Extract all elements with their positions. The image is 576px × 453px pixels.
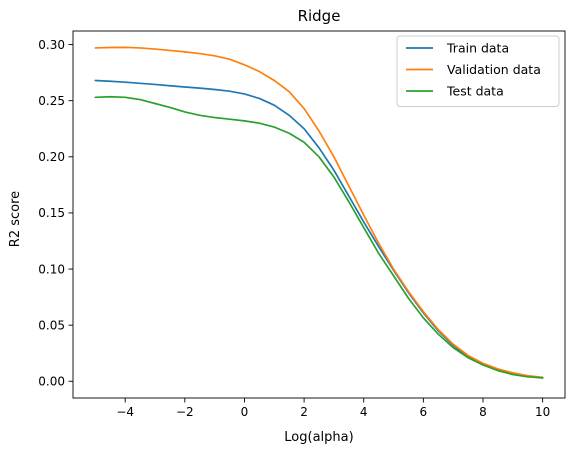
y-tick-label: 0.30 bbox=[38, 38, 65, 52]
x-axis-label: Log(alpha) bbox=[284, 430, 353, 445]
legend-label: Train data bbox=[446, 41, 509, 56]
legend-label: Validation data bbox=[447, 62, 541, 77]
x-tick-label: 6 bbox=[420, 405, 428, 419]
x-tick-label: −4 bbox=[116, 405, 134, 419]
y-tick-label: 0.20 bbox=[38, 150, 65, 164]
y-tick-label: 0.05 bbox=[38, 318, 65, 332]
series-line-3 bbox=[94, 95, 544, 379]
y-tick-label: 0.15 bbox=[38, 206, 65, 220]
legend: Train data Validation data Test data bbox=[396, 35, 560, 107]
x-tick-label: −2 bbox=[176, 405, 194, 419]
chart-title: Ridge bbox=[298, 7, 341, 25]
series-line-1 bbox=[94, 79, 544, 379]
x-tick-label: 8 bbox=[479, 405, 487, 419]
plot-area: −4 −2 0 2 4 6 8 10 0.00 0.05 0.10 0.15 0.20 0.25 0.30 T… bbox=[38, 30, 566, 419]
y-tick-label: 0.10 bbox=[38, 262, 65, 276]
series-line-2 bbox=[94, 46, 544, 379]
y-axis-label: R2 score bbox=[8, 191, 23, 247]
x-tick-label: 2 bbox=[300, 405, 308, 419]
plot-frame bbox=[72, 30, 566, 399]
y-tick-label: 0.00 bbox=[38, 375, 65, 389]
legend-box bbox=[396, 35, 560, 107]
legend-label: Test data bbox=[446, 84, 504, 99]
x-tick-label: 4 bbox=[360, 405, 368, 419]
x-tick-label: 0 bbox=[241, 405, 249, 419]
y-tick-label: 0.25 bbox=[38, 94, 65, 108]
x-tick-label: 10 bbox=[535, 405, 550, 419]
